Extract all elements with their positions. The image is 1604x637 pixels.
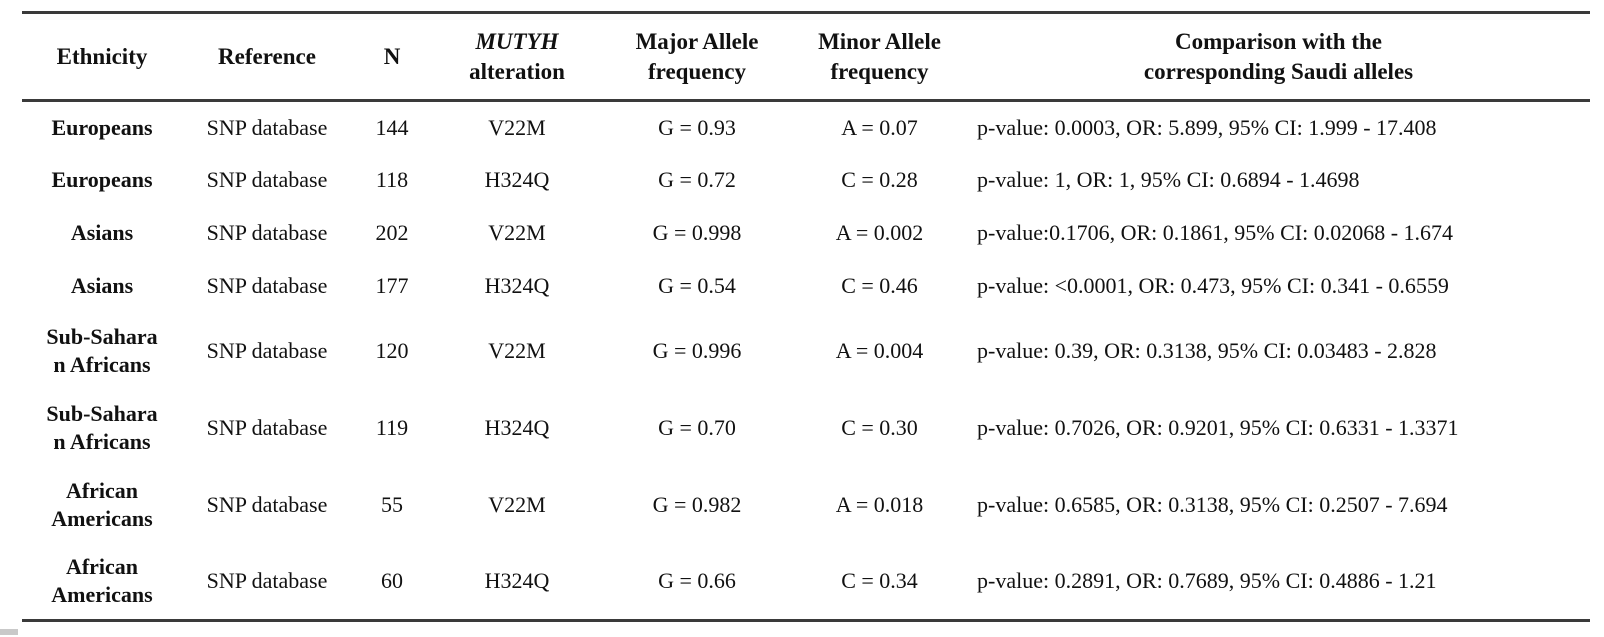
alteration-cell: V22M	[488, 337, 546, 363]
table-row: Sub-Sahara n Africans SNP database 119 H…	[22, 390, 1590, 467]
ethnicity-cell: Sub-Sahara n Africans	[46, 400, 158, 454]
major-allele-cell: G = 0.54	[658, 272, 736, 298]
ethnicity-cell: Europeans	[51, 166, 153, 192]
comparison-cell: p-value: 0.39, OR: 0.3138, 95% CI: 0.034…	[977, 337, 1437, 363]
minor-allele-cell: A = 0.002	[835, 219, 924, 245]
ethnicity-cell: African Americans	[51, 477, 153, 531]
alteration-cell: H324Q	[484, 272, 550, 298]
minor-allele-cell: A = 0.004	[835, 337, 924, 363]
alteration-cell: H324Q	[484, 568, 550, 594]
comparison-cell: p-value: 1, OR: 1, 95% CI: 0.6894 - 1.46…	[977, 166, 1360, 192]
n-cell: 60	[381, 568, 403, 594]
col-header-comparison: Comparison with the corresponding Saudi …	[1143, 29, 1414, 84]
table-row: Europeans SNP database 118 H324Q G = 0.7…	[22, 154, 1590, 207]
major-allele-cell: G = 0.93	[658, 114, 736, 140]
comparison-cell: p-value: 0.2891, OR: 0.7689, 95% CI: 0.4…	[977, 568, 1437, 594]
col-header-major-allele-frequency: Major Allele frequency	[635, 29, 759, 84]
n-cell: 202	[375, 219, 409, 245]
ethnicity-cell: African Americans	[51, 554, 153, 608]
table-row: Asians SNP database 177 H324Q G = 0.54 C…	[22, 260, 1590, 313]
alteration-cell: V22M	[488, 491, 546, 517]
reference-cell: SNP database	[206, 414, 328, 440]
comparison-cell: p-value: 0.6585, OR: 0.3138, 95% CI: 0.2…	[977, 491, 1448, 517]
minor-allele-cell: C = 0.34	[841, 568, 918, 594]
major-allele-cell: G = 0.70	[658, 414, 736, 440]
alteration-cell: H324Q	[484, 166, 550, 192]
table-row: Europeans SNP database 144 V22M G = 0.93…	[22, 101, 1590, 154]
n-cell: 118	[375, 166, 409, 192]
comparison-cell: p-value: 0.7026, OR: 0.9201, 95% CI: 0.6…	[977, 414, 1459, 440]
comparison-cell: p-value: 0.0003, OR: 5.899, 95% CI: 1.99…	[977, 114, 1437, 140]
minor-allele-cell: A = 0.018	[835, 491, 924, 517]
col-header-mutyh-alteration: MUTYH alteration	[432, 13, 602, 101]
reference-cell: SNP database	[206, 114, 328, 140]
allele-frequency-table: Ethnicity Reference N MUTYH alteration Ma…	[22, 11, 1590, 622]
table-row: African Americans SNP database 55 V22M G…	[22, 467, 1590, 544]
header-row: Ethnicity Reference N MUTYH alteration Ma…	[22, 13, 1590, 101]
comparison-cell: p-value:0.1706, OR: 0.1861, 95% CI: 0.02…	[977, 219, 1454, 245]
col-header-n: N	[383, 43, 401, 69]
ethnicity-cell: Asians	[70, 219, 134, 245]
allele-frequency-table-container: Ethnicity Reference N MUTYH alteration Ma…	[22, 11, 1590, 622]
col-header-ethnicity: Ethnicity	[56, 43, 148, 69]
table-row: African Americans SNP database 60 H324Q …	[22, 544, 1590, 621]
n-cell: 177	[375, 272, 409, 298]
major-allele-cell: G = 0.982	[652, 491, 742, 517]
reference-cell: SNP database	[206, 272, 328, 298]
minor-allele-cell: C = 0.30	[841, 414, 918, 440]
col-header-reference: Reference	[218, 43, 316, 69]
alteration-cell: V22M	[488, 114, 546, 140]
n-cell: 119	[375, 414, 409, 440]
scrollbar-corner-artifact	[0, 629, 18, 635]
n-cell: 144	[375, 114, 409, 140]
reference-cell: SNP database	[206, 166, 328, 192]
table-header: Ethnicity Reference N MUTYH alteration Ma…	[22, 13, 1590, 101]
major-allele-cell: G = 0.998	[652, 219, 742, 245]
reference-cell: SNP database	[206, 568, 328, 594]
table-row: Asians SNP database 202 V22M G = 0.998 A…	[22, 207, 1590, 260]
major-allele-cell: G = 0.72	[658, 166, 736, 192]
comparison-cell: p-value: <0.0001, OR: 0.473, 95% CI: 0.3…	[977, 272, 1449, 298]
mutyh-gene-label: MUTYH	[475, 29, 559, 55]
reference-cell: SNP database	[206, 491, 328, 517]
minor-allele-cell: A = 0.07	[841, 114, 918, 140]
major-allele-cell: G = 0.66	[658, 568, 736, 594]
n-cell: 55	[381, 491, 403, 517]
reference-cell: SNP database	[206, 219, 328, 245]
ethnicity-cell: Asians	[70, 272, 134, 298]
alteration-label: alteration	[469, 58, 565, 84]
n-cell: 120	[375, 337, 409, 363]
minor-allele-cell: C = 0.28	[841, 166, 918, 192]
reference-cell: SNP database	[206, 337, 328, 363]
table-row: Sub-Sahara n Africans SNP database 120 V…	[22, 313, 1590, 390]
minor-allele-cell: C = 0.46	[841, 272, 918, 298]
ethnicity-cell: Europeans	[51, 114, 153, 140]
alteration-cell: H324Q	[484, 414, 550, 440]
table-body: Europeans SNP database 144 V22M G = 0.93…	[22, 101, 1590, 621]
ethnicity-cell: Sub-Sahara n Africans	[46, 323, 158, 377]
col-header-minor-allele-frequency: Minor Allele frequency	[818, 29, 941, 84]
major-allele-cell: G = 0.996	[652, 337, 742, 363]
alteration-cell: V22M	[488, 219, 546, 245]
